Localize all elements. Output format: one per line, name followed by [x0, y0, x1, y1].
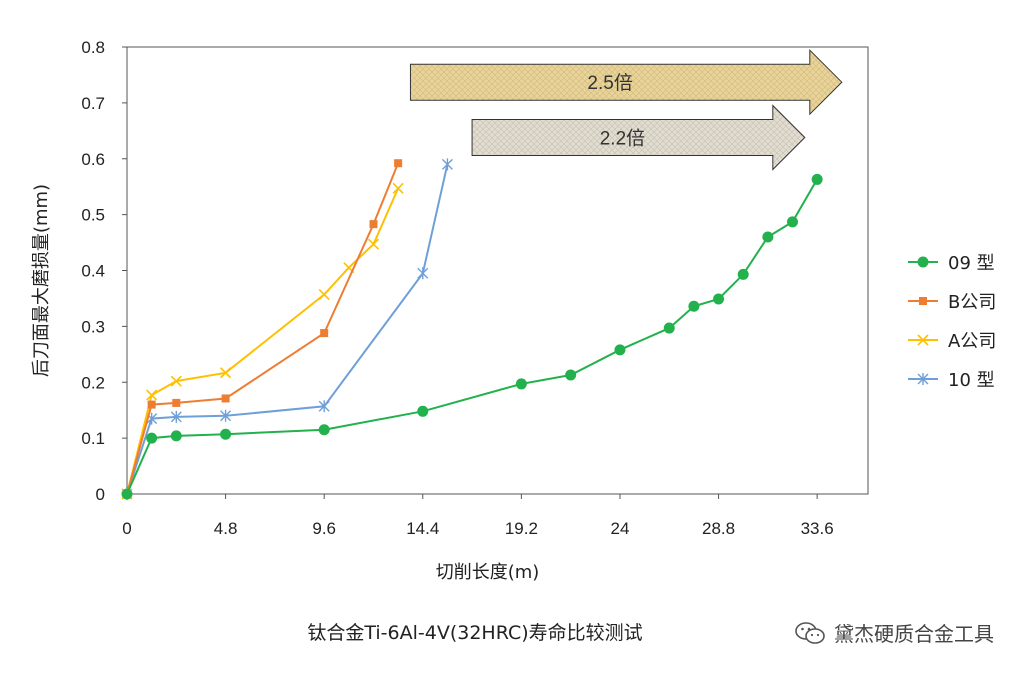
series-line	[126, 187, 400, 495]
watermark-text: 黛杰硬质合金工具	[834, 622, 994, 646]
data-point	[565, 369, 577, 381]
y-tick-label: 0.1	[81, 429, 105, 448]
series-line	[126, 178, 818, 495]
series-group	[123, 159, 403, 498]
y-axis-title: 后刀面最大磨损量(mm)	[31, 184, 52, 377]
data-point	[392, 182, 404, 194]
legend-label: 10 型	[948, 370, 995, 391]
data-point	[417, 267, 429, 280]
series-group	[121, 182, 404, 500]
legend-label: B公司	[948, 292, 996, 313]
annotation-arrow	[471, 104, 806, 171]
data-point	[318, 288, 330, 301]
data-point	[917, 373, 929, 385]
data-point	[737, 268, 749, 280]
data-point	[220, 428, 232, 440]
series-lines	[121, 158, 823, 500]
x-tick-label: 28.8	[702, 519, 735, 538]
data-point	[220, 409, 232, 422]
series-group	[121, 173, 823, 500]
data-point	[170, 430, 182, 442]
annotation-arrow	[409, 48, 843, 116]
data-point	[614, 344, 626, 356]
plot-frame	[126, 46, 869, 495]
data-point	[919, 297, 927, 305]
x-tick-label: 9.6	[312, 519, 336, 538]
legend-label: A公司	[948, 331, 996, 352]
data-point	[811, 173, 823, 185]
y-tick-label: 0.5	[81, 206, 105, 225]
data-point	[417, 405, 429, 417]
data-point	[318, 400, 330, 413]
legend: 09 型 B公司 A公司 10 型	[908, 253, 996, 391]
annotation-label: 2.2倍	[600, 128, 645, 150]
data-point	[917, 334, 929, 346]
y-tick-label: 0.2	[81, 373, 105, 392]
data-point	[221, 394, 230, 403]
x-tick-label: 0	[122, 519, 131, 538]
x-tick-label: 4.8	[214, 519, 238, 538]
arrow-annotations: 2.5倍 2.2倍	[409, 48, 843, 171]
watermark: 黛杰硬质合金工具	[794, 618, 994, 647]
data-point	[713, 293, 725, 305]
data-point	[394, 159, 403, 168]
axes: 0 0.1 0.2 0.3 0.4 0.5 0.6 0.7 0.8 0 4.8 9.6 14.4 19.2…	[31, 38, 869, 583]
data-point	[220, 367, 232, 379]
series-group	[121, 158, 453, 500]
data-point	[663, 322, 675, 334]
data-point	[367, 238, 380, 250]
data-point	[146, 389, 158, 401]
y-tick-label: 0.8	[81, 38, 105, 57]
wechat-icon	[794, 620, 826, 646]
data-point	[688, 300, 700, 312]
legend-label: 09 型	[948, 253, 995, 274]
y-tick-label: 0.4	[81, 262, 105, 281]
y-tick-label: 0	[96, 485, 105, 504]
data-point	[441, 158, 453, 171]
data-point	[121, 488, 133, 500]
data-point	[917, 256, 929, 268]
series-line	[126, 162, 400, 495]
data-point	[147, 400, 156, 409]
data-point	[172, 398, 181, 407]
y-tick-label: 0.6	[81, 150, 105, 169]
data-point	[146, 432, 158, 444]
data-point	[786, 216, 798, 228]
data-point	[170, 375, 182, 387]
data-point	[515, 378, 527, 390]
x-tick-label: 24	[610, 519, 629, 538]
x-tick-label: 33.6	[801, 519, 834, 538]
chart-title: 钛合金Ti-6Al-4V(32HRC)寿命比较测试	[307, 622, 643, 644]
x-tick-label: 14.4	[406, 519, 439, 538]
y-tick-label: 0.3	[81, 317, 105, 336]
data-point	[170, 410, 182, 423]
series-line	[126, 164, 449, 495]
annotation-label: 2.5倍	[587, 72, 632, 94]
data-point	[369, 220, 378, 229]
y-tick-label: 0.7	[81, 94, 105, 113]
x-axis-title: 切削长度(m)	[436, 562, 540, 583]
data-point	[762, 231, 774, 243]
data-point	[318, 424, 330, 436]
x-tick-label: 19.2	[505, 519, 538, 538]
data-point	[320, 329, 329, 338]
